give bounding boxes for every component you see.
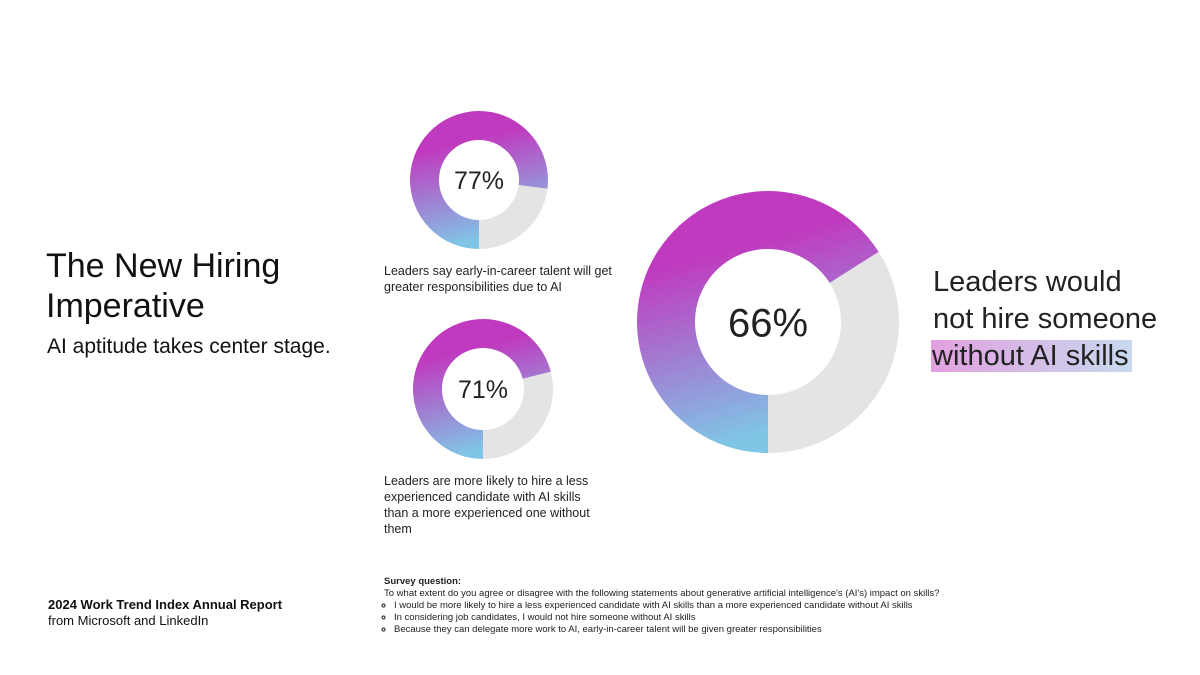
source-credit: 2024 Work Trend Index Annual Report from…	[48, 597, 282, 629]
donut-71: 71%	[413, 319, 554, 459]
donut-77: 77%	[410, 111, 549, 250]
survey-question: To what extent do you agree or disagree …	[384, 588, 940, 599]
survey-item: In considering job candidates, I would n…	[394, 612, 939, 624]
survey-heading: Survey question:	[384, 576, 462, 587]
survey-note: Survey question: To what extent do you a…	[384, 576, 939, 636]
caption-line-1: Leaders would	[933, 266, 1122, 298]
donut-77-caption: Leaders say early-in-career talent will …	[384, 264, 612, 294]
donut-value-segment	[413, 319, 551, 459]
donut-remainder-segment	[483, 371, 554, 459]
donut-value-label: 66%	[728, 301, 808, 345]
survey-items: I would be more likely to hire a less ex…	[384, 600, 939, 636]
caption-highlight: without AI skills	[931, 340, 1132, 372]
donut-value-segment	[637, 191, 879, 453]
report-name: 2024 Work Trend Index Annual Report	[48, 597, 283, 612]
donut-value-label: 77%	[454, 167, 504, 195]
survey-item: Because they can delegate more work to A…	[394, 624, 939, 636]
page-subtitle: AI aptitude takes center stage.	[47, 335, 331, 358]
donut-66-caption: Leaders would not hire someone without A…	[931, 264, 1158, 375]
donut-remainder-segment	[768, 251, 899, 453]
donut-value-segment	[410, 111, 549, 250]
donut-value-label: 71%	[458, 376, 508, 404]
report-publisher: from Microsoft and LinkedIn	[48, 613, 209, 628]
donut-remainder-segment	[479, 185, 548, 249]
donut-66: 66%	[637, 191, 899, 453]
page-title: The New Hiring Imperative	[46, 247, 281, 325]
survey-item: I would be more likely to hire a less ex…	[394, 600, 939, 612]
donut-71-caption: Leaders are more likely to hire a less e…	[384, 474, 590, 536]
caption-line-2: not hire someone	[933, 303, 1158, 335]
